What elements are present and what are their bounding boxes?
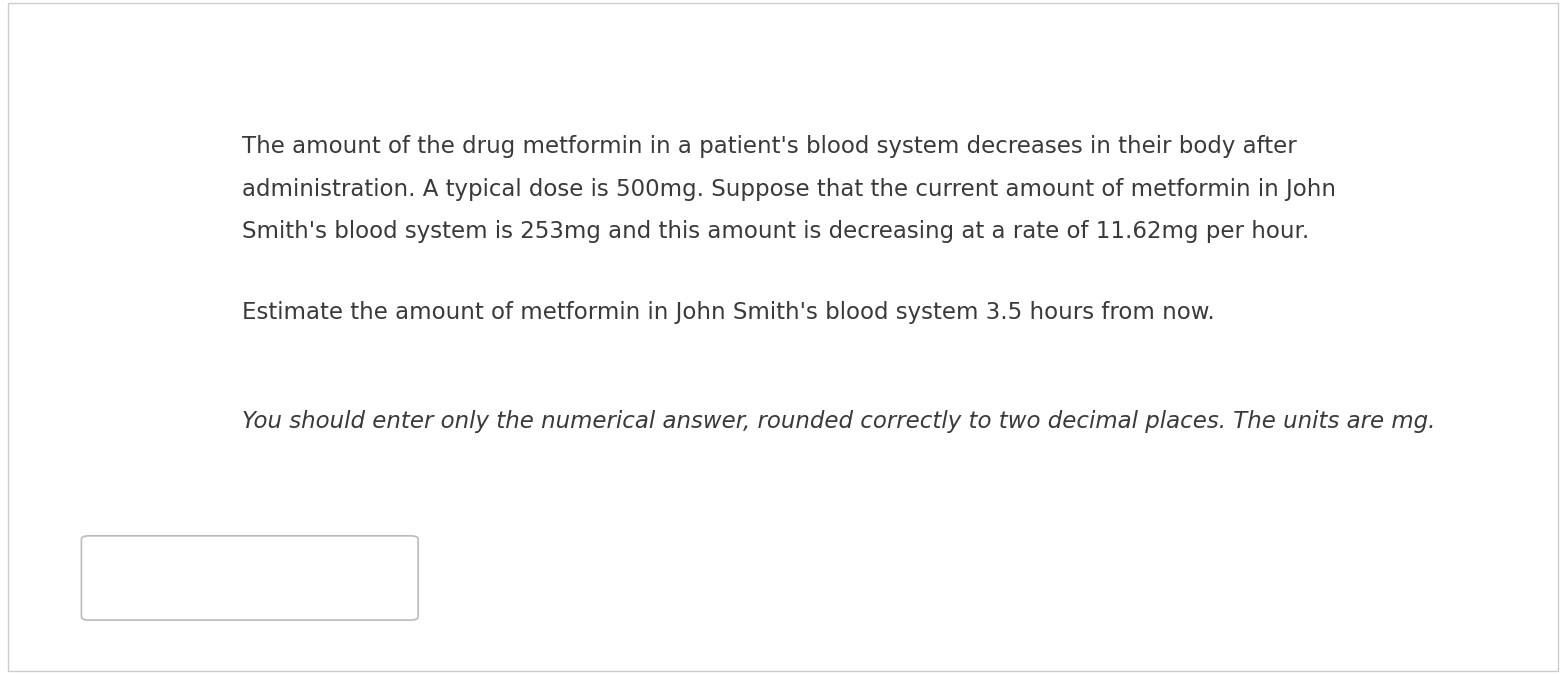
Text: Smith's blood system is 253mg and this amount is decreasing at a rate of 11.62mg: Smith's blood system is 253mg and this a… xyxy=(241,220,1309,243)
Text: The amount of the drug metformin in a patient's blood system decreases in their : The amount of the drug metformin in a pa… xyxy=(241,135,1297,158)
Text: Estimate the amount of metformin in John Smith's blood system 3.5 hours from now: Estimate the amount of metformin in John… xyxy=(241,301,1215,324)
Text: You should enter only the numerical answer, rounded correctly to two decimal pla: You should enter only the numerical answ… xyxy=(241,410,1436,433)
Text: administration. A typical dose is 500mg. Suppose that the current amount of metf: administration. A typical dose is 500mg.… xyxy=(241,178,1336,201)
